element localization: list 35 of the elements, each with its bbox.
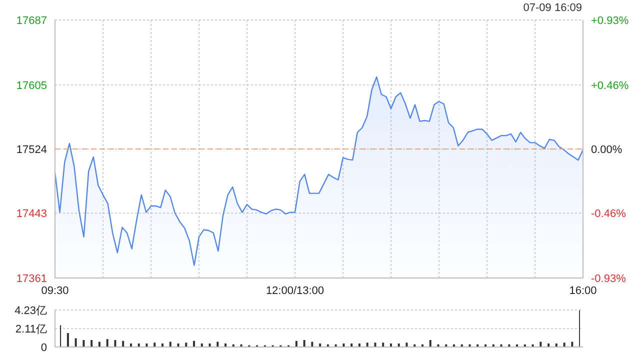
- y2-tick-label: +0.46%: [591, 80, 629, 92]
- bar: [366, 342, 368, 347]
- bar: [82, 340, 85, 347]
- y2-tick-label: 0.00%: [591, 144, 622, 156]
- bar: [374, 342, 376, 347]
- y-tick-label: 0: [40, 342, 47, 354]
- bar: [114, 340, 116, 347]
- y2-tick-label: +0.93%: [591, 15, 629, 27]
- y-tick-label: 2.11亿: [15, 324, 47, 336]
- text: 07-09 16:09: [523, 2, 582, 14]
- bar: [90, 340, 93, 347]
- y2-tick-label: -0.46%: [591, 208, 626, 220]
- bar: [74, 338, 77, 347]
- bar: [66, 333, 69, 347]
- y2-tick-label: -0.93%: [591, 273, 626, 285]
- bar: [185, 342, 188, 347]
- y-tick-label: 17361: [16, 273, 47, 285]
- y-tick-label: 17687: [16, 15, 47, 27]
- bar: [295, 340, 298, 347]
- y-tick-label: 4.23亿: [14, 305, 47, 317]
- bar: [429, 340, 432, 347]
- bar: [563, 342, 566, 347]
- y-tick-label: 17524: [16, 144, 47, 156]
- bar: [154, 342, 156, 347]
- bar: [193, 340, 195, 347]
- x-tick-label: 12:00/13:00: [266, 284, 324, 297]
- bar: [382, 342, 384, 347]
- bar: [406, 342, 408, 347]
- y-tick-label: 17605: [16, 80, 47, 92]
- x-tick-label: 09:30: [41, 284, 69, 297]
- bar: [106, 339, 108, 347]
- x-tick-label: 16:00: [569, 284, 597, 297]
- y-tick-label: 17443: [16, 208, 47, 220]
- bar: [122, 340, 124, 347]
- bar: [303, 340, 306, 347]
